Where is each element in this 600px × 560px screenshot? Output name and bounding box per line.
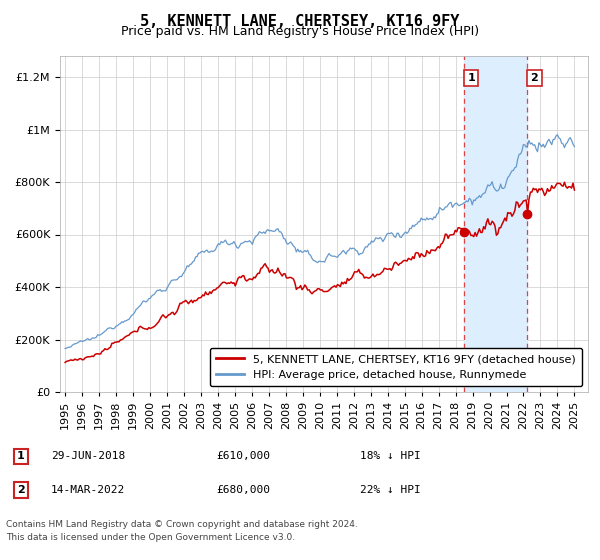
Text: 1: 1 bbox=[467, 73, 475, 83]
Text: This data is licensed under the Open Government Licence v3.0.: This data is licensed under the Open Gov… bbox=[6, 533, 295, 542]
Text: 5, KENNETT LANE, CHERTSEY, KT16 9FY: 5, KENNETT LANE, CHERTSEY, KT16 9FY bbox=[140, 14, 460, 29]
Text: £610,000: £610,000 bbox=[216, 451, 270, 461]
Text: Contains HM Land Registry data © Crown copyright and database right 2024.: Contains HM Land Registry data © Crown c… bbox=[6, 520, 358, 529]
Text: 2: 2 bbox=[530, 73, 538, 83]
Text: 2: 2 bbox=[17, 485, 25, 495]
Text: 29-JUN-2018: 29-JUN-2018 bbox=[51, 451, 125, 461]
Text: 18% ↓ HPI: 18% ↓ HPI bbox=[360, 451, 421, 461]
Text: 22% ↓ HPI: 22% ↓ HPI bbox=[360, 485, 421, 495]
Text: Price paid vs. HM Land Registry's House Price Index (HPI): Price paid vs. HM Land Registry's House … bbox=[121, 25, 479, 38]
Text: £680,000: £680,000 bbox=[216, 485, 270, 495]
Legend: 5, KENNETT LANE, CHERTSEY, KT16 9FY (detached house), HPI: Average price, detach: 5, KENNETT LANE, CHERTSEY, KT16 9FY (det… bbox=[209, 348, 583, 386]
Bar bbox=[464, 56, 527, 392]
Text: 14-MAR-2022: 14-MAR-2022 bbox=[51, 485, 125, 495]
Text: 1: 1 bbox=[17, 451, 25, 461]
